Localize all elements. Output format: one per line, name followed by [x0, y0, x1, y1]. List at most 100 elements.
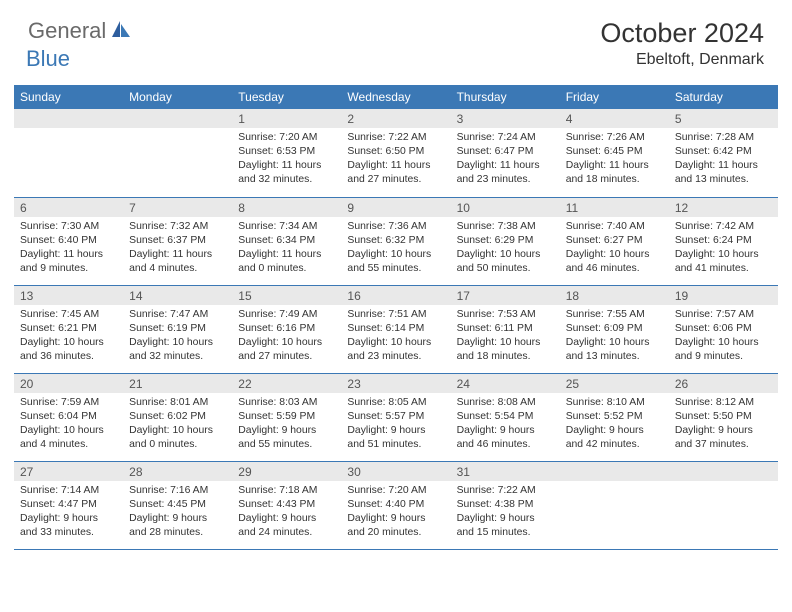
- calendar-cell: 11Sunrise: 7:40 AMSunset: 6:27 PMDayligh…: [560, 197, 669, 285]
- day-details: Sunrise: 8:01 AMSunset: 6:02 PMDaylight:…: [123, 393, 232, 456]
- day-details: Sunrise: 7:16 AMSunset: 4:45 PMDaylight:…: [123, 481, 232, 544]
- day-details: Sunrise: 7:30 AMSunset: 6:40 PMDaylight:…: [14, 217, 123, 280]
- day-details: Sunrise: 7:59 AMSunset: 6:04 PMDaylight:…: [14, 393, 123, 456]
- day-number: 13: [14, 286, 123, 305]
- day-details: Sunrise: 7:20 AMSunset: 6:53 PMDaylight:…: [232, 128, 341, 191]
- day-details: Sunrise: 7:53 AMSunset: 6:11 PMDaylight:…: [451, 305, 560, 368]
- day-details: Sunrise: 7:55 AMSunset: 6:09 PMDaylight:…: [560, 305, 669, 368]
- day-details: Sunrise: 7:24 AMSunset: 6:47 PMDaylight:…: [451, 128, 560, 191]
- day-details: Sunrise: 7:47 AMSunset: 6:19 PMDaylight:…: [123, 305, 232, 368]
- calendar-cell: 26Sunrise: 8:12 AMSunset: 5:50 PMDayligh…: [669, 373, 778, 461]
- calendar-cell: 13Sunrise: 7:45 AMSunset: 6:21 PMDayligh…: [14, 285, 123, 373]
- day-number: 16: [341, 286, 450, 305]
- calendar-table: SundayMondayTuesdayWednesdayThursdayFrid…: [14, 85, 778, 550]
- day-number: 21: [123, 374, 232, 393]
- day-number: 18: [560, 286, 669, 305]
- day-details: Sunrise: 8:03 AMSunset: 5:59 PMDaylight:…: [232, 393, 341, 456]
- calendar-week: 6Sunrise: 7:30 AMSunset: 6:40 PMDaylight…: [14, 197, 778, 285]
- day-number: 24: [451, 374, 560, 393]
- calendar-cell: 29Sunrise: 7:18 AMSunset: 4:43 PMDayligh…: [232, 461, 341, 549]
- calendar-week: 27Sunrise: 7:14 AMSunset: 4:47 PMDayligh…: [14, 461, 778, 549]
- logo-sail-icon: [110, 19, 132, 44]
- day-number: 8: [232, 198, 341, 217]
- day-details: Sunrise: 7:32 AMSunset: 6:37 PMDaylight:…: [123, 217, 232, 280]
- calendar-cell: 15Sunrise: 7:49 AMSunset: 6:16 PMDayligh…: [232, 285, 341, 373]
- day-details: Sunrise: 7:38 AMSunset: 6:29 PMDaylight:…: [451, 217, 560, 280]
- calendar-cell: 2Sunrise: 7:22 AMSunset: 6:50 PMDaylight…: [341, 109, 450, 197]
- day-number: 31: [451, 462, 560, 481]
- calendar-cell: 8Sunrise: 7:34 AMSunset: 6:34 PMDaylight…: [232, 197, 341, 285]
- calendar-cell-empty: [123, 109, 232, 197]
- day-number: 29: [232, 462, 341, 481]
- calendar-cell: 3Sunrise: 7:24 AMSunset: 6:47 PMDaylight…: [451, 109, 560, 197]
- logo-text-general: General: [28, 18, 106, 44]
- calendar-cell: 16Sunrise: 7:51 AMSunset: 6:14 PMDayligh…: [341, 285, 450, 373]
- day-details: Sunrise: 7:45 AMSunset: 6:21 PMDaylight:…: [14, 305, 123, 368]
- calendar-cell: 17Sunrise: 7:53 AMSunset: 6:11 PMDayligh…: [451, 285, 560, 373]
- day-number: 26: [669, 374, 778, 393]
- day-details: Sunrise: 7:22 AMSunset: 6:50 PMDaylight:…: [341, 128, 450, 191]
- day-number: 11: [560, 198, 669, 217]
- day-header: Thursday: [451, 85, 560, 109]
- calendar-cell: 6Sunrise: 7:30 AMSunset: 6:40 PMDaylight…: [14, 197, 123, 285]
- day-details: Sunrise: 7:36 AMSunset: 6:32 PMDaylight:…: [341, 217, 450, 280]
- day-number: 15: [232, 286, 341, 305]
- day-number: 19: [669, 286, 778, 305]
- calendar-week: 1Sunrise: 7:20 AMSunset: 6:53 PMDaylight…: [14, 109, 778, 197]
- day-details: Sunrise: 7:57 AMSunset: 6:06 PMDaylight:…: [669, 305, 778, 368]
- day-details: Sunrise: 8:05 AMSunset: 5:57 PMDaylight:…: [341, 393, 450, 456]
- title-block: October 2024 Ebeltoft, Denmark: [600, 18, 764, 69]
- day-details: Sunrise: 7:42 AMSunset: 6:24 PMDaylight:…: [669, 217, 778, 280]
- day-details: Sunrise: 7:28 AMSunset: 6:42 PMDaylight:…: [669, 128, 778, 191]
- day-header: Saturday: [669, 85, 778, 109]
- calendar-week: 20Sunrise: 7:59 AMSunset: 6:04 PMDayligh…: [14, 373, 778, 461]
- day-number: 7: [123, 198, 232, 217]
- day-number: 17: [451, 286, 560, 305]
- calendar-cell-empty: [560, 461, 669, 549]
- day-number: 5: [669, 109, 778, 128]
- day-number: 25: [560, 374, 669, 393]
- calendar-cell: 25Sunrise: 8:10 AMSunset: 5:52 PMDayligh…: [560, 373, 669, 461]
- day-number: 30: [341, 462, 450, 481]
- day-number: 28: [123, 462, 232, 481]
- day-details: Sunrise: 7:34 AMSunset: 6:34 PMDaylight:…: [232, 217, 341, 280]
- calendar-cell-empty: [669, 461, 778, 549]
- day-number: 2: [341, 109, 450, 128]
- day-details: Sunrise: 8:10 AMSunset: 5:52 PMDaylight:…: [560, 393, 669, 456]
- day-details: Sunrise: 7:20 AMSunset: 4:40 PMDaylight:…: [341, 481, 450, 544]
- calendar-head: SundayMondayTuesdayWednesdayThursdayFrid…: [14, 85, 778, 109]
- calendar-cell: 22Sunrise: 8:03 AMSunset: 5:59 PMDayligh…: [232, 373, 341, 461]
- day-header: Friday: [560, 85, 669, 109]
- day-header: Wednesday: [341, 85, 450, 109]
- calendar-cell: 10Sunrise: 7:38 AMSunset: 6:29 PMDayligh…: [451, 197, 560, 285]
- calendar-cell: 23Sunrise: 8:05 AMSunset: 5:57 PMDayligh…: [341, 373, 450, 461]
- calendar-week: 13Sunrise: 7:45 AMSunset: 6:21 PMDayligh…: [14, 285, 778, 373]
- day-details: Sunrise: 7:14 AMSunset: 4:47 PMDaylight:…: [14, 481, 123, 544]
- day-number: 14: [123, 286, 232, 305]
- calendar-body: 1Sunrise: 7:20 AMSunset: 6:53 PMDaylight…: [14, 109, 778, 549]
- day-details: Sunrise: 7:40 AMSunset: 6:27 PMDaylight:…: [560, 217, 669, 280]
- logo-text-blue-wrap: Blue: [28, 46, 70, 72]
- day-number: 20: [14, 374, 123, 393]
- calendar-cell: 28Sunrise: 7:16 AMSunset: 4:45 PMDayligh…: [123, 461, 232, 549]
- logo-text-blue: Blue: [26, 46, 70, 71]
- calendar-cell: 24Sunrise: 8:08 AMSunset: 5:54 PMDayligh…: [451, 373, 560, 461]
- day-number: 3: [451, 109, 560, 128]
- day-number: 27: [14, 462, 123, 481]
- month-title: October 2024: [600, 18, 764, 49]
- day-details: Sunrise: 7:22 AMSunset: 4:38 PMDaylight:…: [451, 481, 560, 544]
- calendar-cell: 21Sunrise: 8:01 AMSunset: 6:02 PMDayligh…: [123, 373, 232, 461]
- calendar-cell: 9Sunrise: 7:36 AMSunset: 6:32 PMDaylight…: [341, 197, 450, 285]
- calendar-cell: 7Sunrise: 7:32 AMSunset: 6:37 PMDaylight…: [123, 197, 232, 285]
- day-number: 23: [341, 374, 450, 393]
- calendar-cell: 12Sunrise: 7:42 AMSunset: 6:24 PMDayligh…: [669, 197, 778, 285]
- calendar-cell: 19Sunrise: 7:57 AMSunset: 6:06 PMDayligh…: [669, 285, 778, 373]
- day-details: Sunrise: 8:12 AMSunset: 5:50 PMDaylight:…: [669, 393, 778, 456]
- day-header: Sunday: [14, 85, 123, 109]
- calendar-cell: 4Sunrise: 7:26 AMSunset: 6:45 PMDaylight…: [560, 109, 669, 197]
- calendar-cell: 14Sunrise: 7:47 AMSunset: 6:19 PMDayligh…: [123, 285, 232, 373]
- day-number: 6: [14, 198, 123, 217]
- day-details: Sunrise: 7:26 AMSunset: 6:45 PMDaylight:…: [560, 128, 669, 191]
- calendar-cell: 1Sunrise: 7:20 AMSunset: 6:53 PMDaylight…: [232, 109, 341, 197]
- calendar-cell: 5Sunrise: 7:28 AMSunset: 6:42 PMDaylight…: [669, 109, 778, 197]
